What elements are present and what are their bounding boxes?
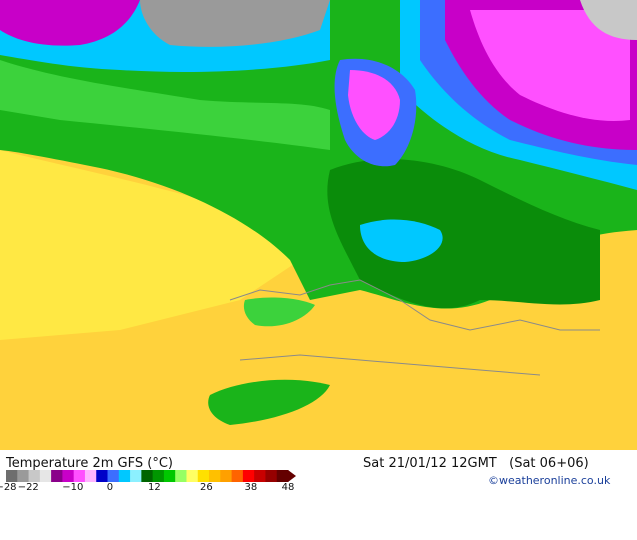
scale-color-swatch [107, 470, 120, 482]
scale-color-swatch [141, 470, 154, 482]
scale-color-swatch [130, 470, 142, 482]
scale-color-swatch [254, 470, 266, 482]
scandinavia-magenta [348, 70, 400, 140]
scale-color-swatch [118, 470, 131, 482]
scale-tick-label: −10 [62, 482, 84, 493]
scale-color-swatch [163, 470, 176, 482]
scale-tick-label: 26 [199, 482, 213, 493]
scale-tick-label: 0 [106, 482, 114, 493]
scale-color-swatch [28, 470, 41, 482]
east-magenta-light [470, 10, 630, 121]
temperature-map [0, 0, 637, 450]
atlantic-light-green [0, 60, 330, 150]
scale-tick-label: 12 [148, 482, 161, 493]
iberia-green [243, 297, 315, 327]
scale-color-swatch [39, 470, 52, 482]
scale-color-swatch [152, 470, 165, 482]
scale-tick-label: 48 [281, 482, 295, 493]
scale-color-swatch [197, 470, 210, 482]
atlantic-yellow [0, 150, 300, 340]
greenland-grey [140, 0, 330, 47]
scale-color-swatch [6, 470, 18, 482]
scale-color-swatch [186, 470, 199, 482]
scale-color-swatch [231, 470, 244, 482]
scale-color-swatch [220, 470, 233, 482]
europe-green-dark [327, 159, 600, 309]
scale-tick-label: 38 [244, 482, 258, 493]
svalbard-grey [580, 0, 637, 40]
scale-color-swatch [242, 470, 255, 482]
scale-color-swatch [17, 470, 30, 482]
map-datetime: Sat 21/01/12 12GMT (Sat 06+06) [363, 456, 589, 471]
scale-color-swatch [84, 470, 97, 482]
scale-color-swatch [265, 470, 278, 482]
scale-tick-label: −22 [17, 482, 39, 493]
greenland-magenta [0, 0, 140, 46]
color-scale-bar [6, 470, 296, 482]
alps-cyan [360, 219, 443, 262]
scale-end-arrow [288, 470, 296, 482]
scale-color-swatch [209, 470, 221, 482]
scale-color-swatch [51, 470, 63, 482]
scale-color-swatch [96, 470, 109, 482]
coastline [229, 279, 600, 376]
scale-color-swatch [175, 470, 187, 482]
scale-color-swatch [73, 470, 86, 482]
map-title: Temperature 2m GFS (°C) [6, 456, 173, 471]
map-credit[interactable]: ©weatheronline.co.uk [488, 474, 611, 487]
scale-color-swatch [276, 470, 289, 482]
scale-color-swatch [62, 470, 75, 482]
atlas-green [208, 379, 330, 425]
scale-tick-label: −28 [0, 482, 17, 493]
